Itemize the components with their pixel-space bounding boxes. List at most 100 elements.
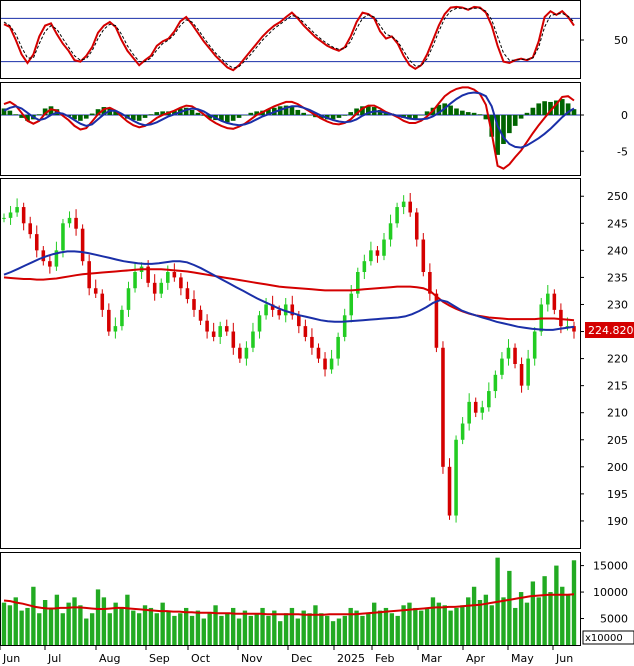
price-tick-label: 200 [607,461,628,474]
candle-body [487,391,491,408]
macd-histogram-bar [95,109,101,115]
candle-body [447,466,452,516]
x-tick-label: May [511,652,534,665]
macd-histogram-bar [501,115,506,144]
macd-histogram-bar [460,110,465,115]
macd-histogram-bar [377,109,383,115]
candle-body [572,326,576,332]
candle-body [120,309,124,327]
macd-histogram-bar [318,115,324,119]
macd-histogram-bar [42,108,48,115]
candle-body [48,261,52,267]
candle-body [152,282,157,294]
macd-histogram-bar [283,105,289,115]
macd-histogram-bar [224,115,230,123]
volume-bar [524,602,530,645]
macd-histogram-bar [189,109,195,115]
volume-bar [154,613,159,645]
candle-body [310,336,314,348]
macd-histogram-bar [471,112,477,115]
macd-histogram-bar [536,103,542,115]
volume-bar [248,615,253,645]
macd-histogram-bar [148,114,154,115]
candle-body [349,293,354,316]
volume-unit-box: x10000 [582,630,634,645]
last-price-badge: 224.8200 [585,322,634,338]
candle-body [395,207,399,224]
macd-histogram-bar [407,115,412,120]
candle-body [467,401,471,424]
price-tick-label: 205 [607,434,628,447]
candle-body [224,326,229,332]
volume-bar [219,615,224,645]
macd-histogram-bar [89,113,95,115]
candle-body [329,358,334,370]
volume-bar [419,610,424,645]
volume-bar [142,605,148,645]
macd-histogram-bar [548,101,553,115]
volume-bar [395,615,400,645]
volume-bar [554,565,559,645]
macd-histogram-bar [559,99,565,115]
volume-bar [89,613,95,645]
macd-histogram-bar [554,100,559,115]
volume-bar [119,607,124,645]
volume-bar [13,597,18,645]
macd-histogram-bar [565,103,571,115]
volume-bar [354,610,359,645]
x-tick-label: Dec [291,652,312,665]
candle-body [198,309,203,321]
candle-body [28,223,32,235]
candle-body [336,336,340,359]
volume-bar [7,605,13,645]
x-tick-label: Oct [191,652,211,665]
volume-bar [42,600,48,645]
volume-bar [489,605,494,645]
volume-bar [560,586,565,645]
volume-bar [31,586,36,645]
macd-histogram-bar [524,112,530,115]
price-tick-label: 215 [607,380,628,393]
x-tick-label: Feb [375,652,394,665]
macd-histogram-bar [7,110,13,115]
volume-bar [460,605,465,645]
volume-bar [336,618,342,645]
x-tick-label: Jun [2,652,20,665]
volume-bar [113,602,118,645]
candle-body [500,358,504,375]
candle-body [297,315,301,327]
volume-bar [530,581,536,645]
macd-histogram-bar [342,115,348,116]
volume-bar [366,613,371,645]
macd-histogram-bar [172,110,177,115]
candle-body [519,364,524,386]
candle-body [107,309,111,332]
candle-body [159,282,164,294]
volume-bar [571,560,577,645]
macd-histogram-bar [136,115,142,121]
volume-bar [183,607,189,645]
stoch-d-line [3,7,575,69]
volume-bar [230,607,236,645]
macd-histogram-bar [101,107,107,115]
candle-body [231,331,236,348]
macd-histogram-bar [307,115,312,116]
volume-bar [471,586,477,645]
candle-body [54,250,59,267]
macd-histogram-bar [465,112,471,115]
volume-bar [72,597,77,645]
macd-histogram-bar [336,115,342,118]
volume-tick-label: 5000 [600,613,628,626]
price-tick-label: 240 [607,244,628,257]
volume-bar [466,597,471,645]
macd-tick-label: -5 [617,145,628,158]
x-tick-label: Aug [99,652,120,665]
volume-bar [78,605,83,645]
volume-bar [60,613,65,645]
volume-bar [295,618,300,645]
volume-bar [454,607,459,645]
volume-bar [148,607,154,645]
x-tick-label: Nov [241,652,263,665]
macd-histogram-bar [295,109,301,115]
